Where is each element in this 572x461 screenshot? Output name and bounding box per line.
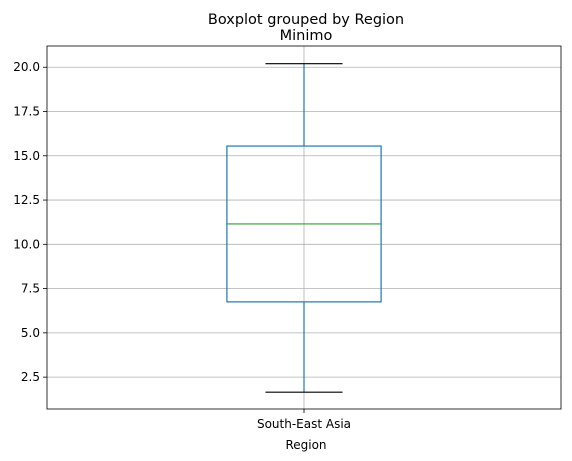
y-tick-label: 10.0 xyxy=(13,237,40,251)
y-tick-label: 2.5 xyxy=(21,370,40,384)
x-axis-label: Region xyxy=(285,438,326,452)
plot-area: 2.5 5.0 7.5 10.0 12.5 15.0 17.5 20.0 South-East … xyxy=(13,46,561,431)
y-tick-label: 15.0 xyxy=(13,149,40,163)
y-tick-label: 7.5 xyxy=(21,282,40,296)
y-tick-label: 12.5 xyxy=(13,193,40,207)
y-tick-label: 17.5 xyxy=(13,105,40,119)
y-tick-label: 20.0 xyxy=(13,60,40,74)
x-tick-label: South-East Asia xyxy=(257,417,351,431)
chart-suptitle: Boxplot grouped by Region xyxy=(208,12,404,28)
chart-title: Minimo xyxy=(280,28,333,44)
y-tick-label: 5.0 xyxy=(21,326,40,340)
